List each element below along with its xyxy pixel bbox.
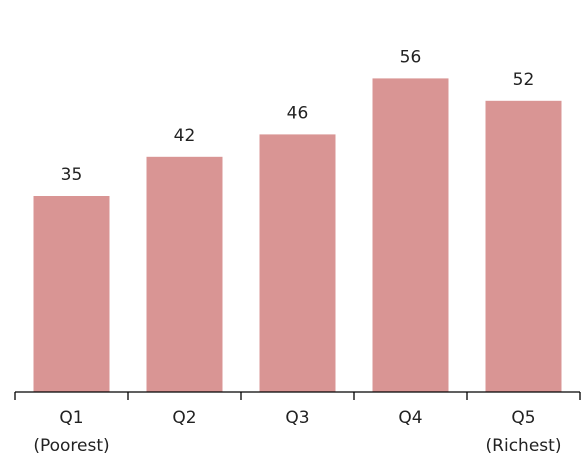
tick-label-1-line-1: Q1 (59, 408, 83, 428)
data-label-4: 56 (400, 47, 422, 67)
tick-label-4-line-1: Q4 (398, 408, 422, 428)
data-label-1: 35 (61, 165, 83, 185)
bar-3 (259, 134, 336, 392)
bars-group (33, 78, 562, 393)
bar-4 (372, 78, 449, 393)
data-label-5: 52 (513, 70, 535, 90)
x-axis-ticks (14, 392, 581, 400)
tick-label-2-line-1: Q2 (172, 408, 196, 428)
tick-label-3-line-1: Q3 (285, 408, 309, 428)
data-label-3: 46 (287, 103, 309, 123)
bar-1 (33, 196, 110, 392)
tick-label-1-line-2: (Poorest) (33, 436, 109, 456)
data-labels-group: 35 42 46 56 52 (61, 47, 535, 185)
bar-5 (485, 100, 562, 393)
tick-label-5-line-1: Q5 (511, 408, 535, 428)
x-axis-tick-labels: Q1 (Poorest) Q2 Q3 Q4 Q5 (Richest) (33, 408, 561, 456)
bar-2 (146, 156, 223, 392)
tick-label-5-line-2: (Richest) (486, 436, 562, 456)
data-label-2: 42 (174, 126, 196, 146)
